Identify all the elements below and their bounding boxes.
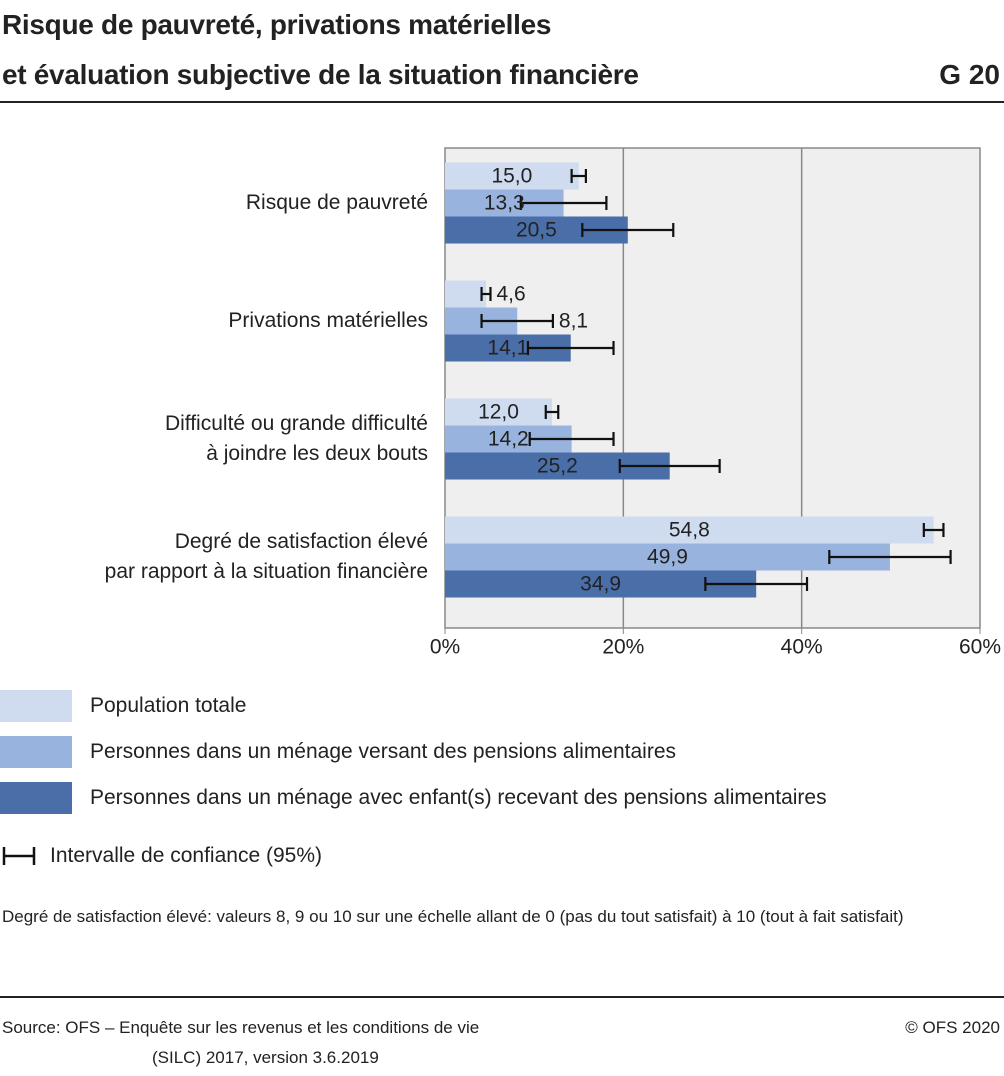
value-label: 15,0 <box>491 165 532 188</box>
error-bar <box>581 223 675 237</box>
error-bar <box>526 341 615 355</box>
legend-label: Personnes dans un ménage versant des pen… <box>90 740 677 763</box>
error-bar <box>922 523 945 537</box>
bar <box>445 398 552 426</box>
error-bar <box>519 196 608 210</box>
legend-label: Personnes dans un ménage avec enfant(s) … <box>90 786 827 809</box>
value-label: 8,1 <box>559 310 588 333</box>
source: Source: OFS – Enquête sur les revenus et… <box>2 1018 480 1037</box>
copyright: © OFS 2020 <box>905 1018 1000 1037</box>
bar <box>445 516 934 544</box>
value-label: 25,2 <box>537 455 578 478</box>
value-label: 14,1 <box>487 337 528 360</box>
error-bar <box>528 432 615 446</box>
bar <box>445 543 890 571</box>
value-label: 4,6 <box>496 283 525 306</box>
bar <box>445 162 579 190</box>
error-bar <box>570 169 587 183</box>
chart-title: Risque de pauvreté, privations matériell… <box>2 9 639 90</box>
bar <box>445 280 487 308</box>
value-label: 49,9 <box>647 546 688 569</box>
y-tick-label: Risque de pauvreté <box>245 191 428 214</box>
value-label: 20,5 <box>516 219 557 242</box>
legend-swatch <box>0 782 72 814</box>
ci-icon <box>2 847 36 865</box>
y-tick-label: Degré de satisfaction élevé par rapport … <box>104 530 428 583</box>
legend-swatch <box>0 736 72 768</box>
error-bar <box>618 459 721 473</box>
x-tick-label: 60% <box>959 636 1001 659</box>
error-bar <box>480 314 554 328</box>
x-tick-label: 40% <box>781 636 823 659</box>
legend-label: Population totale <box>90 694 247 717</box>
error-bar <box>480 287 492 301</box>
ci-label: Intervalle de confiance (95%) <box>50 844 322 867</box>
error-bar <box>544 405 560 419</box>
x-tick-label: 20% <box>602 636 644 659</box>
x-tick-label: 0% <box>430 636 460 659</box>
error-bar <box>704 577 809 591</box>
value-label: 14,2 <box>488 428 529 451</box>
source: (SILC) 2017, version 3.6.2019 <box>152 1048 379 1067</box>
value-label: 12,0 <box>478 401 519 424</box>
note: Degré de satisfaction élevé: valeurs 8, … <box>2 907 904 926</box>
value-label: 13,3 <box>484 192 525 215</box>
error-bar <box>828 550 952 564</box>
y-tick-label: Privations matérielles <box>228 309 428 332</box>
y-tick-label: Difficulté ou grande difficulté à joindr… <box>164 412 428 465</box>
value-label: 54,8 <box>669 519 710 542</box>
value-label: 34,9 <box>580 573 621 596</box>
chart-number: G 20 <box>939 59 1000 90</box>
legend-swatch <box>0 690 72 722</box>
